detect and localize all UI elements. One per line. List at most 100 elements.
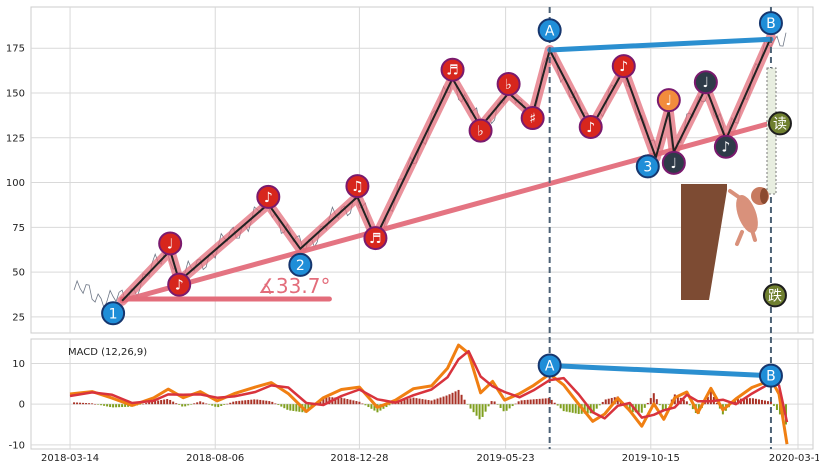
macd-hist-bar bbox=[370, 404, 373, 409]
macd-hist-bar bbox=[433, 399, 436, 405]
trend-line bbox=[119, 119, 779, 304]
macd-hist-bar bbox=[160, 400, 163, 405]
macd-hist-bar bbox=[154, 401, 157, 405]
wave-marker-red bbox=[345, 174, 370, 199]
macd-hist-bar bbox=[715, 402, 718, 405]
macd-hist-bar bbox=[208, 404, 211, 405]
macd-hist-bar bbox=[685, 401, 688, 405]
x-tick-label: 2019-05-23 bbox=[477, 453, 535, 464]
macd-hist-bar bbox=[400, 400, 403, 405]
macd-hist-bar bbox=[256, 399, 259, 405]
macd-hist-bar bbox=[745, 398, 748, 405]
macd-hist-bar bbox=[334, 397, 337, 405]
wave-marker-label: ♫ bbox=[351, 179, 364, 195]
wave-marker-label: 1 bbox=[109, 306, 118, 322]
macd-hist-bar bbox=[499, 404, 502, 408]
macd-hist-bar bbox=[145, 403, 148, 405]
macd-hist-bar bbox=[538, 398, 541, 405]
macd-line bbox=[69, 343, 789, 445]
macd-hist-bar bbox=[337, 397, 340, 405]
x-tick-label: 2020-03-10 bbox=[769, 453, 819, 464]
macd-hist-bar bbox=[277, 404, 280, 406]
macd-hist-bar bbox=[511, 404, 514, 407]
wave-marker-label: ♩ bbox=[666, 93, 673, 109]
macd-hist-bar bbox=[274, 403, 277, 405]
macd-hist-bar bbox=[505, 404, 508, 411]
macd-hist-bar bbox=[268, 401, 271, 405]
macd-hist-bar bbox=[478, 404, 481, 420]
macd-hist-bar bbox=[193, 403, 196, 405]
macd-hist-bar bbox=[340, 397, 343, 405]
macd-hist-bar bbox=[421, 399, 424, 405]
macd-hist-bar bbox=[103, 404, 106, 406]
macd-hist-bar bbox=[409, 398, 412, 405]
price-y-axis-ticks: 25 50 75 100 125 150 175 bbox=[6, 44, 25, 324]
macd-hist-bar bbox=[484, 404, 487, 412]
macd-hist-bar bbox=[217, 404, 220, 408]
macd-hist-bar bbox=[307, 404, 310, 411]
macd-hist-bar bbox=[298, 404, 301, 412]
wave-marker-label: ♪ bbox=[619, 59, 628, 75]
wave-marker-label: ♬ bbox=[369, 231, 382, 247]
macd-hist-bar bbox=[676, 396, 679, 405]
macd-hist-bar bbox=[190, 404, 193, 405]
wave-marker-label: 读 bbox=[773, 115, 787, 132]
macd-hist-bar bbox=[199, 401, 202, 405]
macd-hist-bar bbox=[178, 404, 181, 405]
macd-hist-bar bbox=[769, 401, 772, 405]
macd-title: MACD (12,26,9) bbox=[68, 347, 147, 358]
macd-hist-bar bbox=[655, 399, 658, 405]
macd-hist-bar bbox=[565, 404, 568, 412]
macd-hist-bar bbox=[373, 404, 376, 411]
macd-hist-bar bbox=[205, 403, 208, 405]
macd-hist-bar bbox=[550, 399, 553, 405]
wave-marker-orange bbox=[656, 88, 681, 113]
macd-hist-bar bbox=[220, 404, 223, 407]
macd-hist-bar bbox=[115, 404, 118, 408]
macd-hist-bar bbox=[463, 399, 466, 405]
macd-hist-bar bbox=[169, 399, 172, 405]
macd-hist-bar bbox=[82, 402, 85, 405]
wave-marker-red bbox=[520, 106, 545, 131]
wave-marker-label: B bbox=[766, 16, 776, 32]
macd-hist-bar bbox=[349, 399, 352, 405]
wave-marker-red bbox=[578, 115, 603, 140]
macd-hist-bar bbox=[532, 399, 535, 405]
brown-shape bbox=[681, 184, 727, 300]
wave-marker-blue bbox=[537, 18, 562, 43]
macd-hist-bar bbox=[514, 403, 517, 405]
macd-hist-bar bbox=[634, 404, 637, 413]
macd-hist-bar bbox=[265, 400, 268, 405]
macd-y-tick-label: -10 bbox=[9, 440, 25, 451]
macd-hist-bar bbox=[226, 403, 229, 405]
macd-hist-bar bbox=[517, 401, 520, 405]
macd-hist-bar bbox=[637, 404, 640, 413]
macd-hist-bar bbox=[766, 401, 769, 405]
macd-hist-bar bbox=[325, 396, 328, 405]
macd-hist-bar bbox=[604, 399, 607, 405]
macd-hist-bar bbox=[529, 399, 532, 405]
macd-hist-bar bbox=[157, 400, 160, 405]
wave-marker-red bbox=[611, 54, 636, 79]
macd-hist-bar bbox=[364, 404, 367, 406]
macd-y-tick-label: 10 bbox=[12, 359, 25, 370]
macd-hist-bar bbox=[292, 404, 295, 411]
macd-series bbox=[69, 343, 789, 445]
macd-hist-bar bbox=[493, 401, 496, 405]
macd-hist-bar bbox=[295, 404, 298, 412]
macd-hist-bar bbox=[574, 404, 577, 414]
macd-hist-bar bbox=[271, 401, 274, 405]
macd-hist-bar bbox=[391, 403, 394, 405]
macd-hist-bar bbox=[355, 401, 358, 405]
macd-hist-bar bbox=[424, 399, 427, 405]
wave-marker-red bbox=[440, 57, 465, 82]
wave-marker-label: ♩ bbox=[703, 75, 710, 91]
macd-hist-bar bbox=[652, 393, 655, 405]
macd-hist-bar bbox=[760, 399, 763, 405]
wave-marker-red bbox=[363, 226, 388, 251]
macd-hist-bar bbox=[232, 401, 235, 405]
macd-hist-bar bbox=[235, 401, 238, 405]
macd-hist-bar bbox=[352, 400, 355, 405]
macd-hist-bar bbox=[496, 404, 499, 405]
wave-marker-blue bbox=[758, 363, 783, 388]
